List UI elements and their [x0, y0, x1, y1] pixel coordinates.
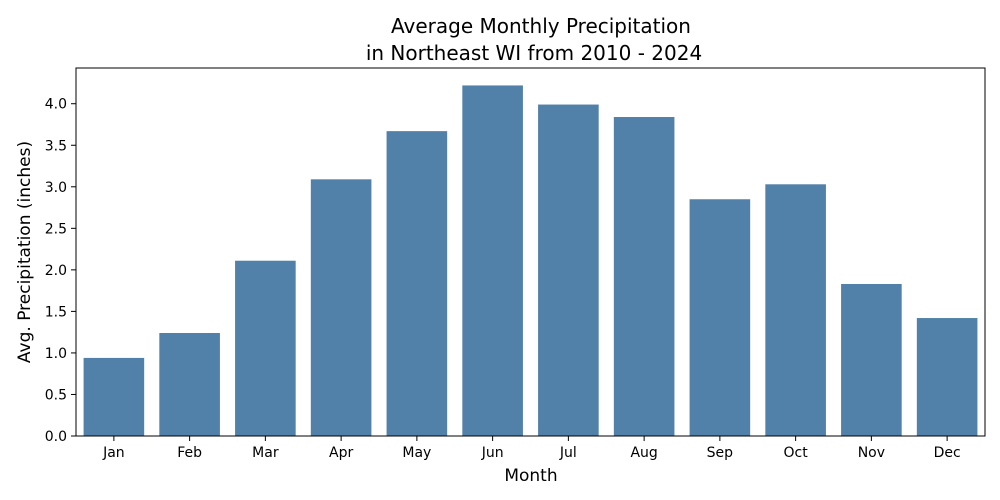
- x-axis-label: Month: [504, 466, 557, 486]
- y-tick-label: 1.5: [45, 304, 67, 320]
- y-axis-ticks: 0.0 0.5 1.0 1.5 2.0 2.5 3.0 3.5 4.0: [45, 97, 76, 445]
- chart-title-line-1: Average Monthly Precipitation: [391, 14, 691, 38]
- bar-mar: [235, 260, 296, 436]
- x-tick-label: Dec: [934, 445, 961, 461]
- bar-jan: [83, 357, 145, 436]
- plot-frame: [75, 67, 986, 437]
- y-tick-label: 0.0: [45, 429, 67, 445]
- x-tick-label: Apr: [329, 445, 353, 461]
- y-tick-label: 3.0: [45, 180, 67, 196]
- y-axis-label: Avg. Precipitation (inches): [15, 141, 35, 363]
- bar-may: [386, 131, 448, 436]
- x-tick-label: Aug: [630, 445, 657, 461]
- bar-sep: [689, 199, 751, 436]
- y-tick-label: 4.0: [45, 97, 67, 113]
- x-tick-label: Jan: [102, 445, 125, 461]
- x-tick-label: Nov: [858, 445, 885, 461]
- x-tick-label: Jul: [559, 445, 577, 461]
- x-tick-label: Oct: [784, 445, 809, 461]
- bar-feb: [159, 332, 220, 436]
- bar-aug: [613, 117, 675, 436]
- x-axis-ticks: Jan Feb Mar Apr May Jun Jul Aug Sep Oct Nov Dec: [102, 436, 961, 461]
- x-tick-label: Jun: [481, 445, 504, 461]
- x-tick-label: May: [402, 445, 431, 461]
- x-tick-label: Feb: [177, 445, 202, 461]
- bar-jul: [538, 104, 599, 437]
- bar-nov: [841, 283, 902, 436]
- chart-title-line-2: in Northeast WI from 2010 - 2024: [366, 41, 702, 65]
- y-tick-label: 2.0: [45, 263, 67, 279]
- y-tick-label: 0.5: [45, 387, 67, 403]
- bar-series: [83, 85, 978, 437]
- y-tick-label: 3.5: [45, 138, 67, 154]
- y-tick-label: 1.0: [45, 346, 67, 362]
- bar-jun: [462, 85, 523, 436]
- x-tick-label: Mar: [252, 445, 279, 461]
- bar-apr: [310, 179, 372, 436]
- bar-dec: [916, 318, 978, 436]
- chart-title: Average Monthly Precipitation in Northea…: [366, 14, 702, 65]
- y-tick-label: 2.5: [45, 221, 67, 237]
- x-tick-label: Sep: [707, 445, 734, 461]
- bar-oct: [765, 184, 826, 436]
